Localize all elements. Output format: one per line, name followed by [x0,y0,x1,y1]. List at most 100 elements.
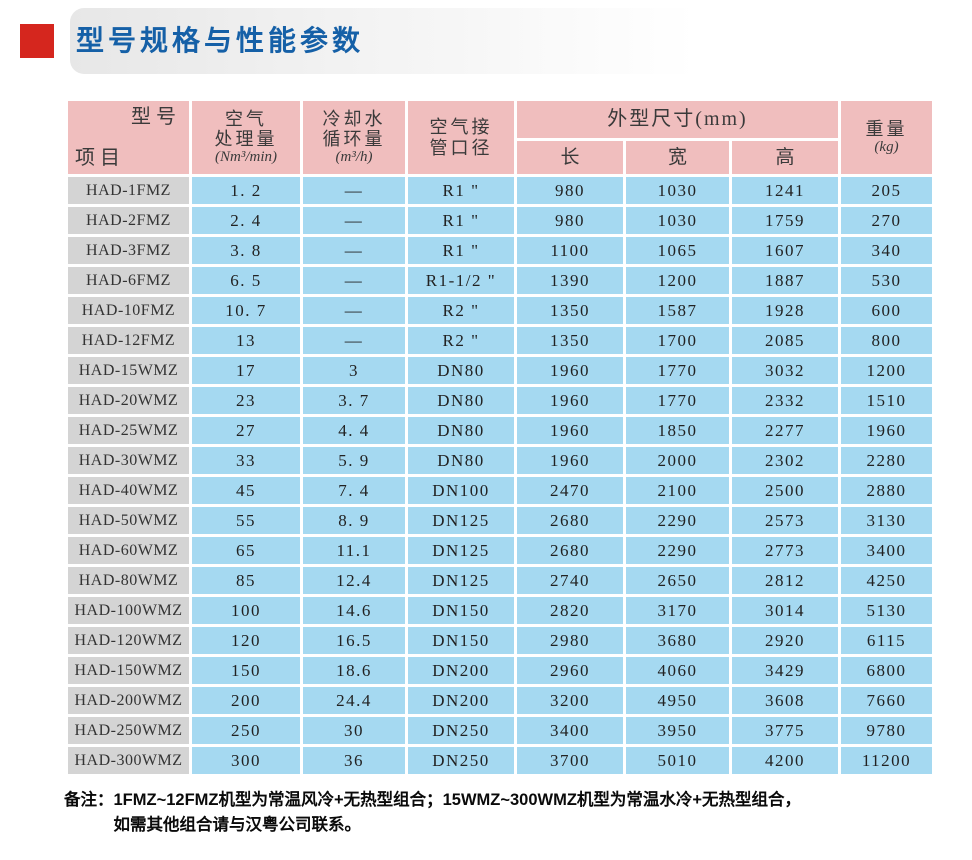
air-capacity-cell: 200 [192,687,300,714]
height-cell: 2812 [732,567,838,594]
air-capacity-cell: 250 [192,717,300,744]
table-row: HAD-100WMZ 100 14.6 DN150 2820 3170 3014… [68,597,932,624]
weight-cell: 3130 [841,507,932,534]
header-height: 高 [732,141,838,174]
weight-cell: 7660 [841,687,932,714]
air-capacity-cell: 27 [192,417,300,444]
pipe-diameter-cell: DN80 [408,357,514,384]
height-cell: 1887 [732,267,838,294]
weight-cell: 1200 [841,357,932,384]
note-label: 备注： [64,791,114,809]
width-cell: 1030 [626,207,729,234]
table-row: HAD-20WMZ 23 3. 7 DN80 1960 1770 2332 15… [68,387,932,414]
air-capacity-cell: 85 [192,567,300,594]
length-cell: 2470 [517,477,623,504]
table-row: HAD-300WMZ 300 36 DN250 3700 5010 4200 1… [68,747,932,774]
pipe-diameter-cell: DN150 [408,627,514,654]
length-cell: 2960 [517,657,623,684]
model-cell: HAD-20WMZ [68,387,189,414]
table-row: HAD-2FMZ 2. 4 — R1 " 980 1030 1759 270 [68,207,932,234]
header-dimensions-group: 外型尺寸(mm) [517,101,838,138]
cooling-water-cell: 8. 9 [303,507,405,534]
pipe-diameter-cell: DN80 [408,447,514,474]
air-capacity-cell: 6. 5 [192,267,300,294]
air-capacity-cell: 45 [192,477,300,504]
header-weight: 重量 (kg) [841,101,932,174]
length-cell: 1390 [517,267,623,294]
table-row: HAD-250WMZ 250 30 DN250 3400 3950 3775 9… [68,717,932,744]
header-weight-line1: 重量 [865,119,908,140]
width-cell: 1770 [626,387,729,414]
cooling-water-cell: 5. 9 [303,447,405,474]
weight-cell: 2880 [841,477,932,504]
cooling-water-cell: — [303,267,405,294]
pipe-diameter-cell: DN200 [408,687,514,714]
width-cell: 1850 [626,417,729,444]
header-model-item: 型号 项目 [68,101,189,174]
width-cell: 2290 [626,537,729,564]
cooling-water-cell: — [303,177,405,204]
air-capacity-cell: 100 [192,597,300,624]
length-cell: 1960 [517,357,623,384]
pipe-diameter-cell: R1 " [408,177,514,204]
length-cell: 2740 [517,567,623,594]
height-cell: 4200 [732,747,838,774]
height-cell: 3014 [732,597,838,624]
table-row: HAD-6FMZ 6. 5 — R1-1/2 " 1390 1200 1887 … [68,267,932,294]
model-cell: HAD-300WMZ [68,747,189,774]
title-panel-background [70,8,965,74]
table-row: HAD-40WMZ 45 7. 4 DN100 2470 2100 2500 2… [68,477,932,504]
header-cooling-water: 冷却水 循环量 (m³/h) [303,101,405,174]
section-marker-icon [20,24,54,58]
width-cell: 2650 [626,567,729,594]
length-cell: 1960 [517,447,623,474]
header-model-label: 型号 [131,106,181,128]
header-water-line1: 冷却水 [322,108,386,129]
cooling-water-cell: 14.6 [303,597,405,624]
width-cell: 1770 [626,357,729,384]
air-capacity-cell: 17 [192,357,300,384]
width-cell: 1030 [626,177,729,204]
header-water-unit: (m³/h) [335,149,373,166]
pipe-diameter-cell: DN80 [408,387,514,414]
model-cell: HAD-3FMZ [68,237,189,264]
air-capacity-cell: 120 [192,627,300,654]
air-capacity-cell: 2. 4 [192,207,300,234]
model-cell: HAD-2FMZ [68,207,189,234]
cooling-water-cell: 16.5 [303,627,405,654]
header-air-line1: 空气 [225,108,267,129]
weight-cell: 6800 [841,657,932,684]
height-cell: 2085 [732,327,838,354]
pipe-diameter-cell: DN200 [408,657,514,684]
model-cell: HAD-100WMZ [68,597,189,624]
pipe-diameter-cell: DN125 [408,507,514,534]
air-capacity-cell: 13 [192,327,300,354]
pipe-diameter-cell: R1 " [408,207,514,234]
height-cell: 1241 [732,177,838,204]
weight-cell: 530 [841,267,932,294]
width-cell: 3680 [626,627,729,654]
height-cell: 1928 [732,297,838,324]
cooling-water-cell: — [303,237,405,264]
table-row: HAD-80WMZ 85 12.4 DN125 2740 2650 2812 4… [68,567,932,594]
air-capacity-cell: 10. 7 [192,297,300,324]
note-line2: 如需其他组合请与汉粤公司联系。 [113,816,362,834]
weight-cell: 4250 [841,567,932,594]
width-cell: 2290 [626,507,729,534]
table-row: HAD-12FMZ 13 — R2 " 1350 1700 2085 800 [68,327,932,354]
cooling-water-cell: 3 [303,357,405,384]
title-row: 型号规格与性能参数 [20,24,364,58]
table-header: 型号 项目 空气 处理量 (Nm³/min) 冷却水 循环量 (m³/h) 空气… [68,101,932,174]
cooling-water-cell: 7. 4 [303,477,405,504]
length-cell: 2980 [517,627,623,654]
weight-cell: 1510 [841,387,932,414]
header-air-unit: (Nm³/min) [215,149,277,166]
model-cell: HAD-50WMZ [68,507,189,534]
length-cell: 1960 [517,387,623,414]
header-pipe-diameter: 空气接 管口径 [408,101,514,174]
model-cell: HAD-40WMZ [68,477,189,504]
model-cell: HAD-25WMZ [68,417,189,444]
weight-cell: 11200 [841,747,932,774]
cooling-water-cell: 24.4 [303,687,405,714]
length-cell: 3200 [517,687,623,714]
